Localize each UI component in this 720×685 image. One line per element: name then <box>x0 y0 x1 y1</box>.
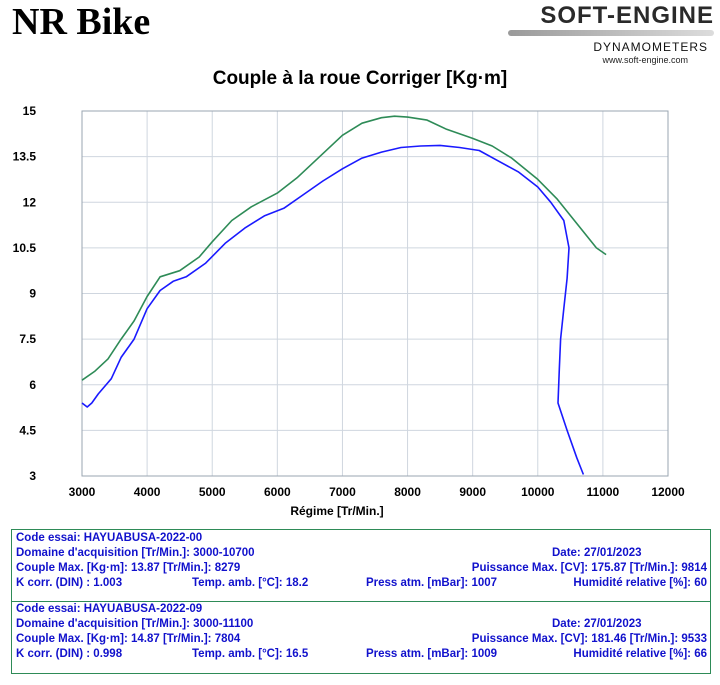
series-line-1 <box>81 115 607 381</box>
run2-code: Code essai: HAYUABUSA-2022-09 <box>16 603 203 615</box>
x-tick-label: 3000 <box>69 485 96 499</box>
y-tick-label: 4.5 <box>19 423 36 437</box>
run2-humidite: Humidité relative [%]: 66 <box>573 648 707 660</box>
x-tick-label: 6000 <box>264 485 291 499</box>
logo-url: www.soft-engine.com <box>602 55 688 65</box>
y-tick-label: 12 <box>23 195 37 209</box>
run1-press-atm: Press atm. [mBar]: 1007 <box>366 577 498 589</box>
y-tick-label: 6 <box>29 378 36 392</box>
chart-title: Couple à la roue Corriger [Kg·m] <box>212 68 508 89</box>
series-line-2 <box>81 144 585 475</box>
run1-domain: Domaine d'acquisition [Tr/Min.]: 3000-10… <box>16 547 255 559</box>
run1-couple-max: Couple Max. [Kg·m]: 13.87 [Tr/Min.]: 827… <box>16 562 241 574</box>
y-tick-label: 13.5 <box>13 150 37 164</box>
y-tick-label: 9 <box>29 287 36 301</box>
run2-press-atm: Press atm. [mBar]: 1009 <box>366 648 498 660</box>
x-tick-label: 8000 <box>394 485 421 499</box>
logo-name: SOFT-ENGINE <box>540 2 714 29</box>
brand-title: NR Bike <box>12 1 151 43</box>
x-tick-label: 5000 <box>199 485 226 499</box>
run2-puissance-max: Puissance Max. [CV]: 181.46 [Tr/Min.]: 9… <box>471 633 707 645</box>
run2-couple-max: Couple Max. [Kg·m]: 14.87 [Tr/Min.]: 780… <box>16 633 241 645</box>
x-tick-label: 10000 <box>521 485 555 499</box>
torque-chart: 3000 4000 5000 6000 7000 8000 9000 10000 11000 12… <box>13 104 685 518</box>
y-tick-label: 10.5 <box>13 241 37 255</box>
run1-code: Code essai: HAYUABUSA-2022-00 <box>16 532 203 544</box>
plot-border <box>81 110 669 477</box>
run2-domain: Domaine d'acquisition [Tr/Min.]: 3000-11… <box>16 618 254 630</box>
run1-puissance-max: Puissance Max. [CV]: 175.87 [Tr/Min.]: 9… <box>471 562 707 574</box>
run1-k-corr: K corr. (DIN) : 1.003 <box>16 577 123 589</box>
y-tick-label: 7.5 <box>19 332 36 346</box>
run1-date: Date: 27/01/2023 <box>552 547 642 559</box>
logo-subtitle: DYNAMOMETERS <box>593 40 708 54</box>
x-tick-label: 11000 <box>587 485 620 499</box>
run1-humidite: Humidité relative [%]: 60 <box>573 577 707 589</box>
y-tick-label: 3 <box>29 469 36 483</box>
soft-engine-logo: SOFT-ENGINE DYNAMOMETERS www.soft-engine… <box>508 2 714 68</box>
x-tick-label: 7000 <box>329 485 356 499</box>
y-tick-label: 15 <box>23 104 37 118</box>
x-tick-label: 4000 <box>134 485 161 499</box>
logo-swoosh <box>508 30 714 36</box>
x-axis-label: Régime [Tr/Min.] <box>290 504 383 518</box>
run2-date: Date: 27/01/2023 <box>552 618 642 630</box>
x-tick-label: 12000 <box>651 485 685 499</box>
run1-temp-amb: Temp. amb. [°C]: 18.2 <box>192 577 309 589</box>
run2-temp-amb: Temp. amb. [°C]: 16.5 <box>192 648 309 660</box>
run-info-panel-1: Code essai: HAYUABUSA-2022-00 Domaine d'… <box>11 529 711 602</box>
run2-k-corr: K corr. (DIN) : 0.998 <box>16 648 123 660</box>
run-info-panel-2: Code essai: HAYUABUSA-2022-09 Domaine d'… <box>11 601 711 674</box>
x-tick-label: 9000 <box>459 485 486 499</box>
